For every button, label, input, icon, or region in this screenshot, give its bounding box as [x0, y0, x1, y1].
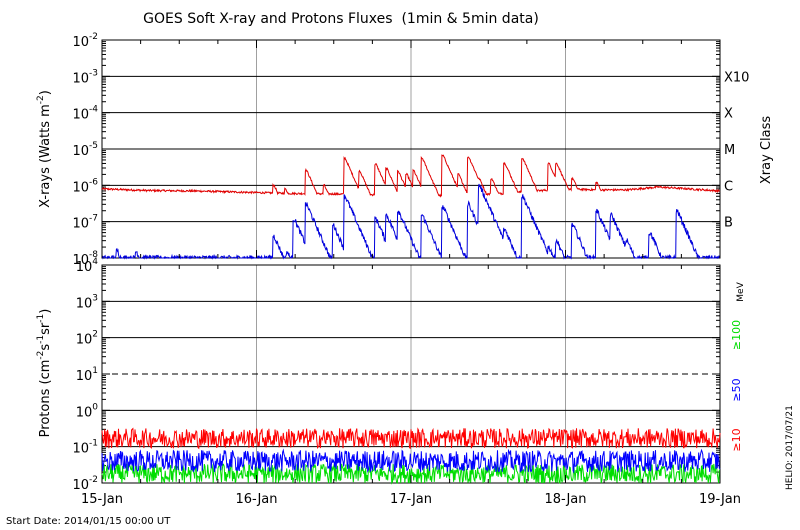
proton-legend-label: ≥10 — [730, 428, 743, 451]
proton-unit-label: MeV — [736, 281, 746, 301]
x-tick-label: 16-Jan — [236, 492, 278, 507]
xray-panel: 10-8 10-7 10-6 10-5 10-4 10-3 10-2 B C M X X10 Xray … — [36, 32, 774, 268]
proton-ytick-label: 103 — [76, 293, 98, 311]
xray-class-label: B — [724, 216, 733, 231]
xray-ylabel: X-rays (Watts m-2) — [36, 90, 53, 208]
x-axis: 15-Jan 16-Jan 17-Jan 18-Jan 19-Jan — [81, 40, 741, 507]
proton-series-line-1 — [101, 448, 721, 474]
proton-legend-label: ≥100 — [730, 320, 743, 350]
xray-class-label: C — [724, 179, 733, 194]
xray-ytick-label: 10-3 — [72, 68, 98, 86]
credit-label: HELIO: 2017/07/21 — [785, 405, 795, 490]
xray-ytick-label: 10-4 — [72, 105, 98, 123]
x-tick-label: 15-Jan — [81, 492, 123, 507]
proton-panel: 10-2 10-1 100 101 102 103 104 Protons (cm-2s-1s… — [36, 257, 746, 493]
xray-ytick-label: 10-2 — [72, 32, 98, 50]
xray-series-line-0 — [101, 154, 721, 198]
xray-class-axis-title: Xray Class — [759, 116, 774, 184]
xray-class-label: X10 — [724, 70, 749, 85]
chart-title-group: GOES Soft X-ray and Protons Fluxes (1min… — [143, 11, 539, 27]
proton-ytick-label: 100 — [76, 402, 99, 420]
proton-ytick-label: 102 — [76, 330, 98, 348]
xray-series-line-1 — [101, 183, 721, 260]
chart-title: GOES Soft X-ray and Protons Fluxes (1min… — [143, 11, 539, 27]
proton-ytick-label: 101 — [76, 366, 98, 384]
xray-ytick-label: 10-7 — [72, 214, 98, 232]
proton-ytick-label: 10-1 — [72, 439, 98, 457]
xray-ytick-label: 10-6 — [72, 177, 98, 195]
proton-series-line-0 — [101, 427, 721, 450]
proton-legend-label: ≥50 — [730, 378, 743, 401]
proton-ylabel: Protons (cm-2s-1sr-1) — [36, 309, 53, 438]
x-tick-label: 17-Jan — [390, 492, 432, 507]
proton-ytick-label: 104 — [76, 257, 99, 275]
xray-ytick-label: 10-5 — [72, 141, 98, 159]
proton-series-line-2 — [101, 462, 721, 485]
x-tick-label: 18-Jan — [545, 492, 587, 507]
xray-class-label: X — [724, 107, 733, 122]
footer: Start Date: 2014/01/15 00:00 UT HELIO: 2… — [6, 405, 795, 527]
start-date-label: Start Date: 2014/01/15 00:00 UT — [6, 516, 171, 527]
x-tick-label: 19-Jan — [699, 492, 741, 507]
xray-class-label: M — [724, 143, 735, 158]
xray-ytick-label: 10-8 — [72, 250, 98, 268]
proton-ytick-label: 10-2 — [72, 475, 98, 493]
